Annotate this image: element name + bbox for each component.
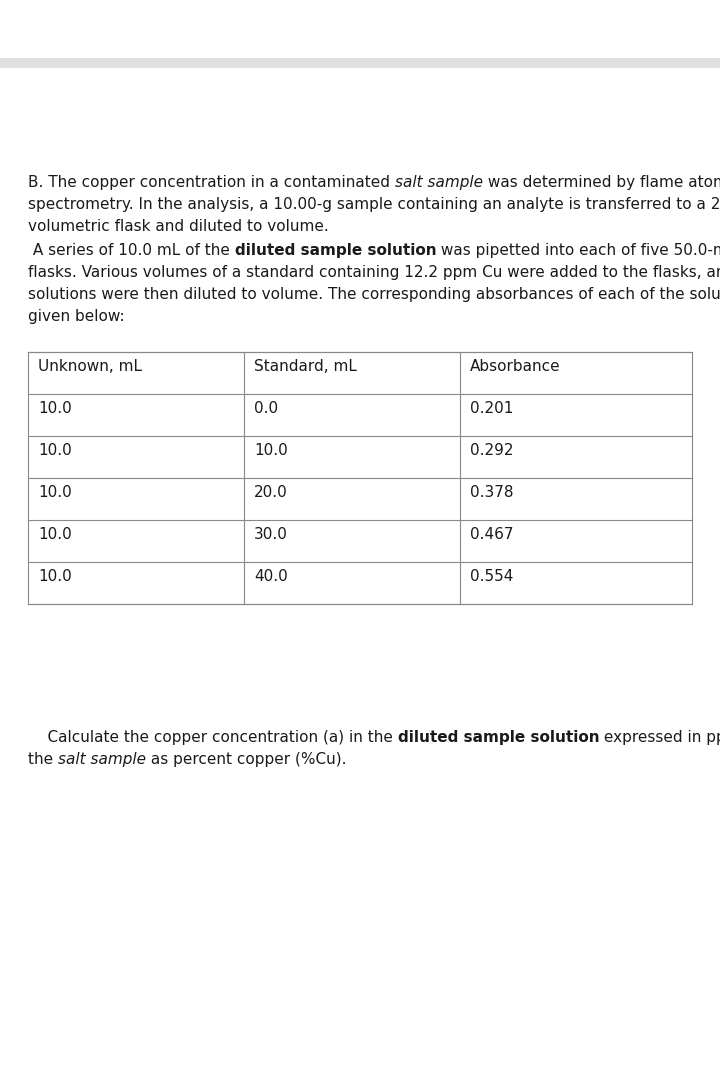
Text: 20.0: 20.0 bbox=[254, 485, 288, 500]
Text: the: the bbox=[28, 752, 58, 767]
Text: solutions were then diluted to volume. The corresponding absorbances of each of : solutions were then diluted to volume. T… bbox=[28, 287, 720, 302]
Text: 0.554: 0.554 bbox=[470, 569, 513, 585]
Text: diluted sample solution: diluted sample solution bbox=[235, 243, 436, 258]
Text: was determined by flame atomic absorption: was determined by flame atomic absorptio… bbox=[483, 175, 720, 190]
Text: expressed in ppm Cu,  and (b) in: expressed in ppm Cu, and (b) in bbox=[599, 730, 720, 745]
Text: diluted sample solution: diluted sample solution bbox=[397, 730, 599, 745]
Text: given below:: given below: bbox=[28, 309, 125, 324]
Text: 0.201: 0.201 bbox=[470, 401, 513, 416]
Text: spectrometry. In the analysis, a 10.00-g sample containing an analyte is transfe: spectrometry. In the analysis, a 10.00-g… bbox=[28, 197, 720, 212]
Text: 10.0: 10.0 bbox=[38, 527, 72, 542]
Text: salt sample: salt sample bbox=[395, 175, 483, 190]
Text: 0.0: 0.0 bbox=[254, 401, 278, 416]
Text: 30.0: 30.0 bbox=[254, 527, 288, 542]
Text: 0.292: 0.292 bbox=[470, 443, 513, 458]
Text: as percent copper (%Cu).: as percent copper (%Cu). bbox=[146, 752, 346, 767]
Bar bbox=[0, 58, 720, 68]
Text: 10.0: 10.0 bbox=[38, 401, 72, 416]
Text: volumetric flask and diluted to volume.: volumetric flask and diluted to volume. bbox=[28, 219, 329, 234]
Text: Standard, mL: Standard, mL bbox=[254, 360, 357, 375]
Text: flasks. Various volumes of a standard containing 12.2 ppm Cu were added to the f: flasks. Various volumes of a standard co… bbox=[28, 265, 720, 280]
Text: Absorbance: Absorbance bbox=[470, 360, 561, 375]
Text: 10.0: 10.0 bbox=[38, 443, 72, 458]
Text: B. The copper concentration in a contaminated: B. The copper concentration in a contami… bbox=[28, 175, 395, 190]
Text: 40.0: 40.0 bbox=[254, 569, 288, 585]
Text: Calculate the copper concentration (a) in the: Calculate the copper concentration (a) i… bbox=[28, 730, 397, 745]
Text: 10.0: 10.0 bbox=[38, 485, 72, 500]
Text: Unknown, mL: Unknown, mL bbox=[38, 360, 142, 375]
Text: 0.378: 0.378 bbox=[470, 485, 513, 500]
Text: A series of 10.0 mL of the: A series of 10.0 mL of the bbox=[28, 243, 235, 258]
Text: 0.467: 0.467 bbox=[470, 527, 513, 542]
Text: 10.0: 10.0 bbox=[254, 443, 288, 458]
Text: was pipetted into each of five 50.0-mL volumetric: was pipetted into each of five 50.0-mL v… bbox=[436, 243, 720, 258]
Text: 10.0: 10.0 bbox=[38, 569, 72, 585]
Text: salt sample: salt sample bbox=[58, 752, 146, 767]
